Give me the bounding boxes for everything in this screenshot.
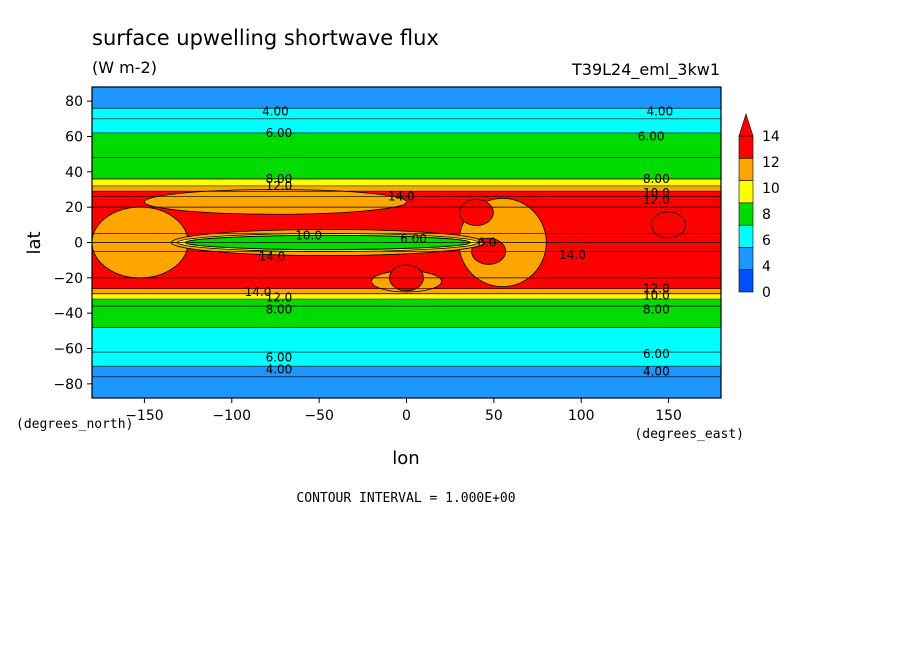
lat-band: [92, 132, 721, 159]
colorbar-overflow-arrow: [738, 113, 754, 137]
contour-label: 14.0: [559, 248, 586, 262]
colorbar: 0 4 6 8 10 12 14: [738, 113, 780, 301]
lat-band: [92, 118, 721, 134]
colorbar-label: 0: [762, 285, 771, 301]
x-tick-label: −150: [125, 408, 163, 424]
x-tick-label: 50: [485, 408, 503, 424]
contour-label: 10.0: [295, 228, 322, 242]
colorbar-label: 14: [762, 129, 780, 145]
contour-label: 12.0: [643, 193, 670, 207]
contour-label: 14.0: [245, 285, 272, 299]
y-tick-label: 80: [65, 94, 83, 110]
colorbar-swatch: [738, 269, 754, 293]
contour-label: 10.0: [643, 186, 670, 200]
lat-band: [92, 191, 721, 198]
experiment-label: T39L24_eml_3kw1: [571, 60, 720, 80]
y-tick-label: 20: [65, 200, 83, 216]
y-tick-label: 60: [65, 129, 83, 145]
contour-label: 8.00: [643, 172, 670, 186]
contour-label: 4.00: [266, 363, 293, 377]
y-axis-label: lat: [24, 231, 45, 254]
contour-label: 8.00: [643, 303, 670, 317]
contour-label: 6.00: [266, 350, 293, 364]
contour-label: 10.0: [643, 289, 670, 303]
lat-band: [92, 306, 721, 328]
y-tick-label: −40: [53, 306, 83, 322]
chart-units: (W m-2): [92, 58, 157, 77]
colorbar-label: 12: [762, 155, 780, 171]
lat-band: [92, 352, 721, 367]
lat-band: [92, 108, 721, 120]
lat-band: [92, 185, 721, 192]
contour-label: 6.00: [638, 129, 665, 143]
lat-band: [92, 157, 721, 180]
contour-label: 6.0: [477, 236, 496, 250]
red-spot: [458, 199, 494, 226]
lat-band: [92, 376, 721, 398]
lat-band: [92, 293, 721, 300]
lat-band: [92, 87, 721, 109]
contour-label: 6.00: [643, 347, 670, 361]
contour-label: 14.0: [259, 250, 286, 264]
colorbar-swatch: [738, 202, 754, 226]
lat-band: [92, 327, 721, 353]
contour-label: 8.00: [266, 172, 293, 186]
y-tick-label: −80: [53, 377, 83, 393]
x-unit-label: (degrees_east): [634, 427, 744, 442]
contour-label: 12.0: [643, 281, 670, 295]
colorbar-swatch: [738, 157, 754, 181]
contour-label: 6.00: [266, 126, 293, 140]
colorbar-swatch: [738, 180, 754, 204]
x-tick-label: 0: [402, 408, 411, 424]
contour-label: 4.00: [643, 364, 670, 378]
colorbar-label: 4: [762, 259, 771, 275]
y-tick-label: 40: [65, 165, 83, 181]
colorbar-swatch: [738, 247, 754, 271]
x-tick-label: −50: [304, 408, 334, 424]
contour-label: 4.00: [646, 105, 673, 119]
y-unit-label: (degrees_north): [16, 417, 133, 432]
colorbar-swatch: [738, 224, 754, 248]
x-tick-label: 100: [568, 408, 595, 424]
y-tick-label: −20: [53, 271, 83, 287]
colorbar-swatch: [738, 135, 754, 159]
colorbar-label: 8: [762, 207, 771, 223]
lat-band: [92, 178, 721, 187]
y-tick-label: −60: [53, 342, 83, 358]
plot-area: [92, 87, 721, 398]
y-tick-label: 0: [74, 236, 83, 252]
x-tick-label: −100: [213, 408, 251, 424]
colorbar-label: 10: [762, 181, 780, 197]
contour-lines: [92, 107, 721, 378]
contour-label: 6.00: [400, 232, 427, 246]
orange-region: [144, 189, 407, 215]
x-axis-label: lon: [392, 448, 419, 469]
contour-interval-note: CONTOUR INTERVAL = 1.000E+00: [296, 491, 515, 506]
x-axis-ticks: −150 −100 −50 0 50 100 150: [125, 398, 682, 424]
x-tick-label: 150: [655, 408, 682, 424]
colorbar-label: 6: [762, 233, 771, 249]
red-spot: [651, 211, 686, 239]
y-axis-ticks: −80 −60 −40 −20 0 20 40 60 80: [53, 94, 92, 393]
chart-title: surface upwelling shortwave flux: [92, 26, 439, 50]
contour-label: 8.00: [266, 303, 293, 317]
contour-label: 12.0: [266, 290, 293, 304]
contour-labels: 4.00 4.006.00 6.008.0012.08.0010.012.014.0…: [245, 105, 674, 379]
contour-label: 4.00: [262, 105, 289, 119]
contour-label: 14.0: [388, 190, 415, 204]
contour-label: 12.0: [266, 179, 293, 193]
lat-band: [92, 299, 721, 307]
lat-band: [92, 366, 721, 378]
